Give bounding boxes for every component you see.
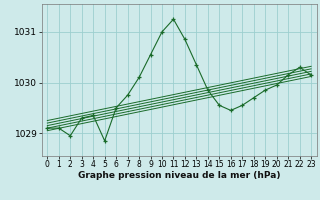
X-axis label: Graphe pression niveau de la mer (hPa): Graphe pression niveau de la mer (hPa) — [78, 171, 280, 180]
